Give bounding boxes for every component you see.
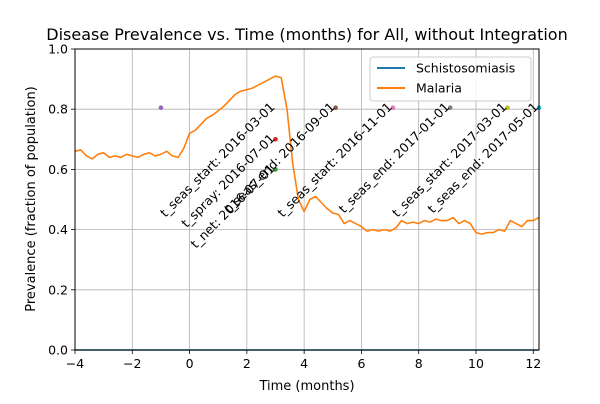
x-tick-label: 6 (357, 356, 365, 371)
y-tick-label: 0.6 (48, 162, 68, 177)
legend: Schistosomiasis Malaria (369, 56, 532, 102)
y-tick-label: 0.0 (48, 343, 68, 358)
x-tick-label: −2 (123, 356, 141, 371)
annotation-marker (390, 105, 396, 110)
x-axis-label: Time (months) (258, 379, 354, 394)
x-tick-label: 10 (468, 356, 484, 371)
x-tick-label: 12 (525, 356, 541, 371)
annotation-marker (273, 137, 278, 142)
ticks-group: −4 −2 0 2 4 6 8 10 12 0.0 0.2 0.4 0.6 0.8 1.0 (48, 42, 541, 372)
annotation-marker (158, 105, 164, 110)
chart-title: Disease Prevalence vs. Time (months) for… (46, 25, 567, 44)
y-tick-label: 0.4 (48, 222, 68, 237)
plot-frame (74, 48, 540, 351)
annotation-marker (505, 105, 510, 110)
legend-label-malaria: Malaria (416, 81, 462, 96)
x-tick-label: 4 (300, 356, 308, 371)
x-tick-label: 2 (243, 356, 251, 371)
y-tick-label: 0.8 (48, 102, 68, 117)
y-axis-label: Prevalence (fraction of population) (24, 86, 39, 312)
x-tick-label: 8 (415, 356, 423, 371)
series-line-malaria (74, 75, 540, 235)
x-tick-label: −4 (66, 356, 84, 371)
y-tick-label: 0.2 (48, 282, 68, 297)
y-tick-label: 1.0 (48, 42, 68, 57)
annotation-marker (447, 105, 453, 110)
annotation-marker (333, 105, 338, 110)
legend-box (369, 56, 532, 102)
annotation-marker (273, 167, 278, 172)
x-tick-label: 0 (186, 356, 194, 371)
legend-label-schistosomiasis: Schistosomiasis (416, 61, 515, 76)
